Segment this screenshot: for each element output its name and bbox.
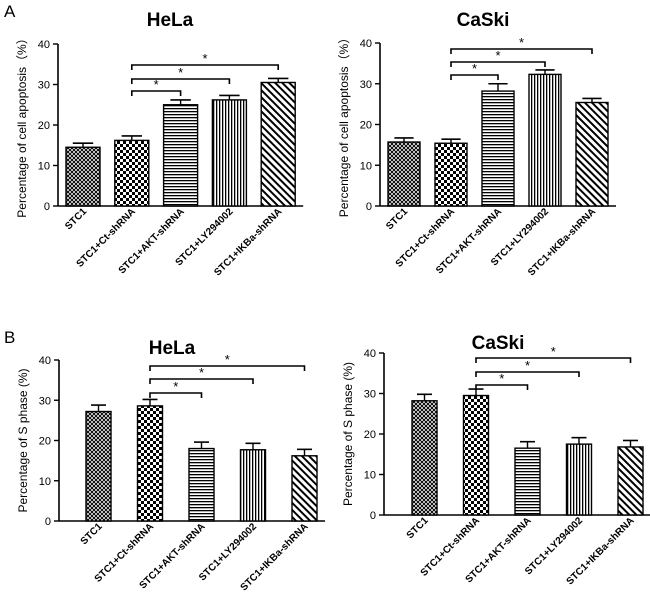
significance-bracket (131, 78, 231, 84)
significance-bracket (475, 384, 529, 390)
bar-4 (565, 443, 593, 516)
significance-star: * (472, 61, 477, 76)
significance-bracket (475, 371, 580, 377)
bar-5 (260, 81, 296, 207)
significance-bracket (131, 64, 279, 70)
y-tick-label: 30 (38, 80, 50, 92)
bar-5 (617, 446, 644, 516)
bar-5 (291, 455, 318, 522)
y-tick-label: 0 (370, 510, 376, 522)
y-tick-label: 10 (364, 470, 376, 482)
bar-3 (481, 90, 515, 207)
y-axis-label: Percentage of S phase (%) (341, 362, 355, 506)
y-tick-label: 40 (364, 348, 376, 360)
significance-bracket (450, 74, 499, 80)
category-label-1: STC1 (79, 521, 105, 547)
y-tick-label: 0 (366, 201, 372, 213)
bar-1 (411, 400, 438, 516)
y-tick-label: 20 (364, 429, 376, 441)
significance-star: * (525, 358, 530, 373)
chart-title: HeLa (149, 338, 196, 359)
chart-hela-apoptosis: HeLa Percentage of cell apoptosis（%） 0 10 20… (15, 10, 304, 278)
y-tick-label: 10 (38, 161, 50, 173)
significance-star: * (202, 51, 207, 66)
bar-3 (514, 447, 541, 516)
significance-bracket (450, 61, 546, 67)
bar-1 (387, 141, 421, 207)
significance-star: * (199, 365, 204, 380)
y-tick-label: 40 (39, 355, 51, 367)
category-label-1: STC1 (63, 206, 89, 232)
bar-2 (434, 142, 468, 207)
bar-4 (239, 449, 267, 522)
y-axis-label: Percentage of cell apoptosis（%） (337, 32, 351, 217)
significance-star: * (173, 379, 178, 394)
y-tick-label: 0 (45, 516, 51, 528)
chart-title: CaSki (457, 10, 510, 31)
significance-bracket (475, 357, 632, 363)
y-tick-label: 20 (39, 436, 51, 448)
significance-star: * (519, 35, 524, 50)
significance-star: * (178, 65, 183, 80)
bar-1 (65, 146, 101, 207)
significance-bracket (450, 48, 593, 54)
y-tick-label: 20 (38, 120, 50, 132)
significance-star: * (225, 352, 230, 367)
chart-caski-apoptosis: CaSki Percentage of cell apoptosis（%） 0 10 2… (337, 10, 616, 278)
bar-3 (188, 447, 215, 522)
significance-bracket (131, 90, 182, 96)
y-tick-label: 40 (360, 38, 372, 50)
significance-star: * (495, 48, 500, 63)
y-tick-label: 30 (364, 389, 376, 401)
significance-bracket (149, 392, 203, 398)
bar-5 (575, 101, 609, 207)
y-tick-label: 0 (44, 201, 50, 213)
significance-bracket (149, 365, 306, 371)
significance-star: * (499, 371, 504, 386)
bar-4 (528, 73, 562, 207)
y-axis-label: Percentage of S phase (%) (16, 368, 30, 512)
bar-2 (136, 405, 164, 522)
y-tick-label: 40 (38, 39, 50, 51)
panel-letter-b: B (4, 328, 15, 347)
chart-title: CaSki (472, 333, 525, 354)
bar-4 (211, 99, 248, 207)
y-tick-label: 20 (360, 120, 372, 132)
y-axis-label: Percentage of cell apoptosis（%） (15, 32, 29, 217)
y-tick-label: 30 (39, 395, 51, 407)
bar-2 (114, 139, 150, 207)
significance-star: * (551, 344, 556, 359)
chart-hela-s-phase: HeLa Percentage of S phase (%) 0 10 20 30 40 ST… (16, 338, 325, 593)
chart-caski-s-phase: CaSki Percentage of S phase (%) 0 10 20 30 40 S… (341, 333, 650, 587)
y-tick-label: 10 (360, 160, 372, 172)
category-label-1: STC1 (405, 515, 431, 541)
panel-letter-a: A (4, 2, 16, 21)
y-tick-label: 10 (39, 476, 51, 488)
significance-bracket (149, 378, 254, 384)
category-label-1: STC1 (384, 206, 410, 232)
bar-1 (85, 410, 112, 522)
significance-star: * (154, 77, 159, 92)
y-tick-label: 30 (360, 79, 372, 91)
chart-title: HeLa (147, 10, 194, 31)
bar-2 (462, 394, 490, 516)
bar-3 (162, 104, 199, 207)
